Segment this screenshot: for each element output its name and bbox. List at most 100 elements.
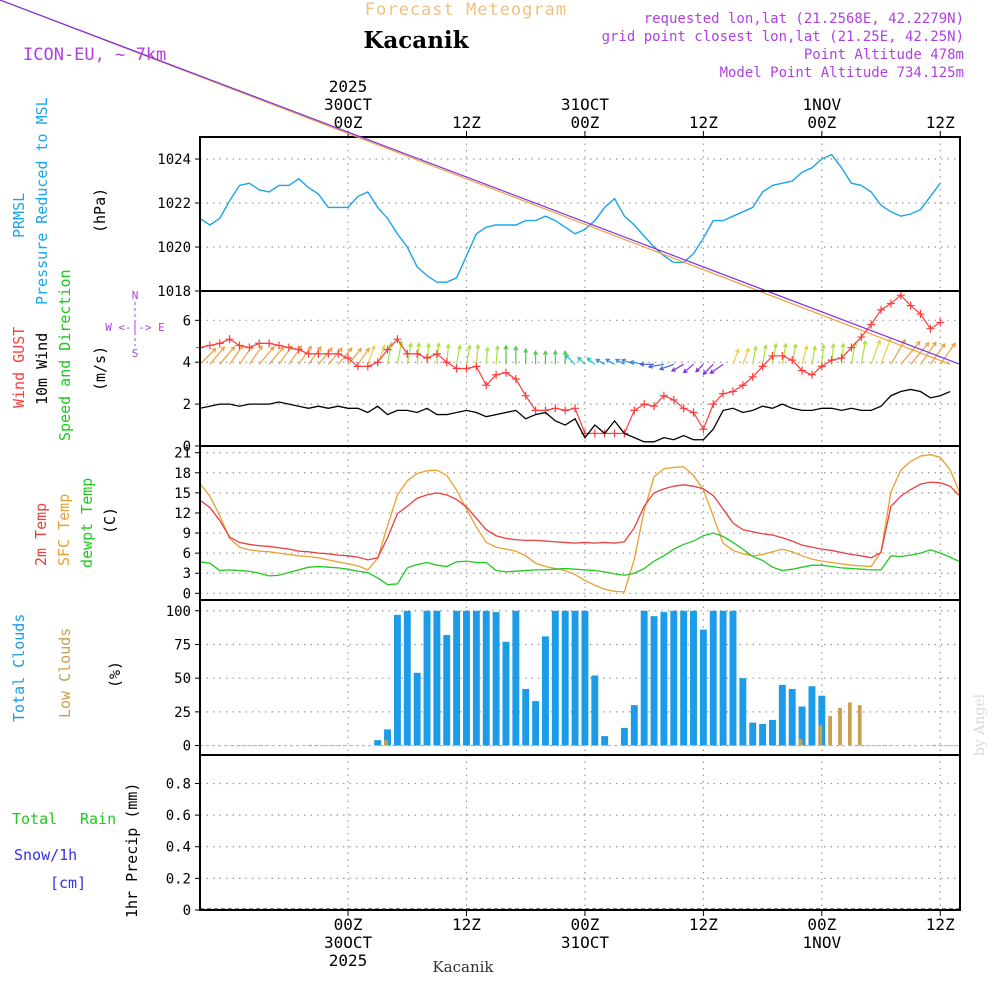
wind-ytick-label: 4	[183, 355, 191, 371]
wind-arrowhead	[812, 345, 817, 351]
wind-arrowhead	[586, 357, 592, 362]
total-cloud-bar	[433, 610, 441, 746]
wind-dir-label: Speed and Direction	[56, 269, 74, 441]
total-cloud-bar	[463, 610, 470, 746]
wind-arrowhead	[752, 345, 758, 351]
wind-arrowhead	[658, 365, 665, 371]
gust-marker	[274, 341, 283, 350]
wind-direction-arrow	[929, 343, 946, 365]
pressure-panel: 1018 1020 1022 1024	[157, 136, 961, 300]
gust-line	[199, 294, 941, 435]
temp-ytick-label: 18	[174, 466, 191, 482]
wind-panel: 0 2 4 6	[0, 0, 961, 455]
pressure-ytick-label: 1020	[157, 240, 191, 256]
wind-direction-arrow	[0, 0, 961, 365]
gust-marker	[640, 400, 649, 409]
wind-arrowhead	[901, 338, 906, 344]
total-cloud-bar	[650, 616, 658, 746]
bottom-tick-label: 2025	[329, 951, 368, 970]
wind-arrowhead	[316, 345, 322, 351]
footer-location: Kacanik	[432, 958, 494, 976]
gust-marker	[896, 291, 905, 300]
temp-ytick-label: 15	[174, 486, 191, 502]
total-cloud-bar	[680, 610, 688, 746]
gust-marker	[886, 299, 895, 308]
wind-arrowhead	[564, 353, 570, 359]
wind10-label: 10m Wind	[33, 333, 51, 405]
top-tick-label: 2025	[329, 77, 368, 96]
wind-arrowhead	[734, 348, 740, 354]
gust-marker	[245, 343, 254, 352]
total-cloud-bar	[561, 610, 569, 746]
wind-arrowhead	[629, 360, 635, 365]
precip-ytick-label: 0	[183, 903, 191, 919]
wind-arrowhead	[523, 347, 529, 353]
wind-direction-arrow	[456, 345, 461, 365]
wind-direction-arrow	[659, 363, 674, 370]
wind-labels: Wind GUST 10m Wind Speed and Direction (…	[10, 269, 165, 441]
gust-marker	[610, 429, 619, 438]
temp-ytick-label: 0	[183, 586, 191, 602]
gust-marker	[482, 381, 491, 390]
wind-arrowhead	[792, 343, 798, 349]
total-cloud-bar	[413, 672, 421, 746]
wind-arrowhead	[915, 340, 921, 346]
wind-direction-arrow	[870, 340, 881, 365]
gust-marker	[432, 349, 441, 358]
wind10-line	[199, 388, 951, 443]
total-cloud-bar	[393, 614, 401, 746]
gust-marker	[255, 339, 264, 348]
gust-marker	[689, 408, 698, 417]
wind-direction-arrow	[742, 348, 750, 365]
total-cloud-bar	[690, 610, 697, 746]
t2m-label: 2m Temp	[32, 503, 50, 566]
bottom-tick-label: 00Z	[807, 915, 836, 934]
wind-arrowhead	[702, 370, 708, 376]
wind-arrowhead	[365, 347, 370, 353]
wind-direction-arrow	[920, 341, 937, 365]
requested-coords: requested lon,lat (21.2568E, 42.2279N)	[644, 11, 964, 27]
gust-marker	[215, 339, 224, 348]
total-cloud-bar	[788, 688, 796, 746]
gust-marker	[748, 372, 757, 381]
wind-direction-arrow	[890, 339, 906, 365]
gust-marker	[650, 402, 659, 411]
wind-arrowhead	[357, 347, 363, 353]
wind-direction-arrow	[939, 342, 956, 365]
wind-arrowhead	[337, 347, 343, 353]
gust-marker	[699, 425, 708, 434]
wind-arrowhead	[503, 344, 509, 350]
wind-arrowhead	[745, 347, 750, 353]
total-cloud-bar	[512, 610, 520, 746]
gust-marker	[383, 345, 392, 354]
wind-direction-arrow	[910, 342, 930, 365]
wind-arrowhead	[695, 367, 701, 373]
wind-arrowhead	[475, 343, 481, 349]
total-cloud-bar	[640, 610, 648, 746]
wind-direction-arrow	[900, 341, 921, 365]
bottom-tick-label: 1NOV	[803, 933, 842, 952]
precip-ytick-label: 0.8	[166, 776, 191, 792]
wind-direction-arrow	[367, 345, 375, 365]
gust-marker	[492, 370, 501, 379]
total-cloud-bar	[472, 610, 480, 746]
wind-arrowhead	[803, 344, 809, 351]
wind-direction-arrow	[615, 358, 625, 365]
temp-ytick-label: 21	[174, 446, 191, 462]
total-cloud-bar	[709, 610, 717, 746]
total-cloud-bar	[620, 728, 628, 746]
wind-direction-arrow	[821, 344, 825, 365]
wind-arrowhead	[577, 356, 583, 362]
wind-direction-arrow	[781, 343, 787, 365]
wind-direction-arrow	[317, 347, 333, 365]
top-tick-label: 1NOV	[803, 95, 842, 114]
wind-arrowhead	[876, 339, 882, 345]
wind-arrowhead	[762, 343, 768, 350]
wind-direction-arrow	[248, 345, 263, 365]
gust-marker	[403, 349, 412, 358]
wind-ytick-label: 2	[183, 397, 191, 413]
wind-arrowhead	[484, 346, 490, 352]
total-clouds-label: Total Clouds	[10, 614, 28, 722]
wind-direction-arrow	[762, 345, 767, 365]
